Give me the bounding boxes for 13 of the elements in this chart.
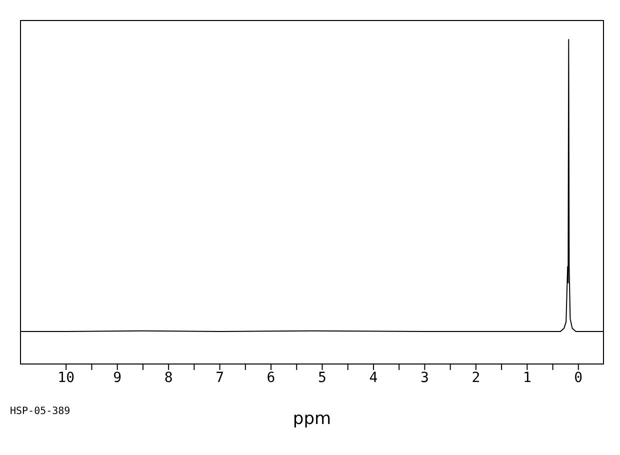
x-tick-label: 7 xyxy=(216,370,224,386)
x-tick-label: 4 xyxy=(369,370,378,386)
x-tick-label: 5 xyxy=(318,370,326,386)
x-tick-label: 1 xyxy=(522,370,532,386)
x-axis-title: ppm xyxy=(292,409,332,429)
x-tick-label: 2 xyxy=(472,370,480,386)
x-tick-label: 8 xyxy=(164,370,173,386)
x-tick-label: 3 xyxy=(420,370,429,386)
text: HSP-05-389 xyxy=(10,406,70,417)
x-tick-label: 9 xyxy=(113,370,122,386)
x-tick-label: 10 xyxy=(58,370,75,386)
x-tick-label: 0 xyxy=(574,370,583,386)
x-tick-label: 6 xyxy=(266,370,276,386)
